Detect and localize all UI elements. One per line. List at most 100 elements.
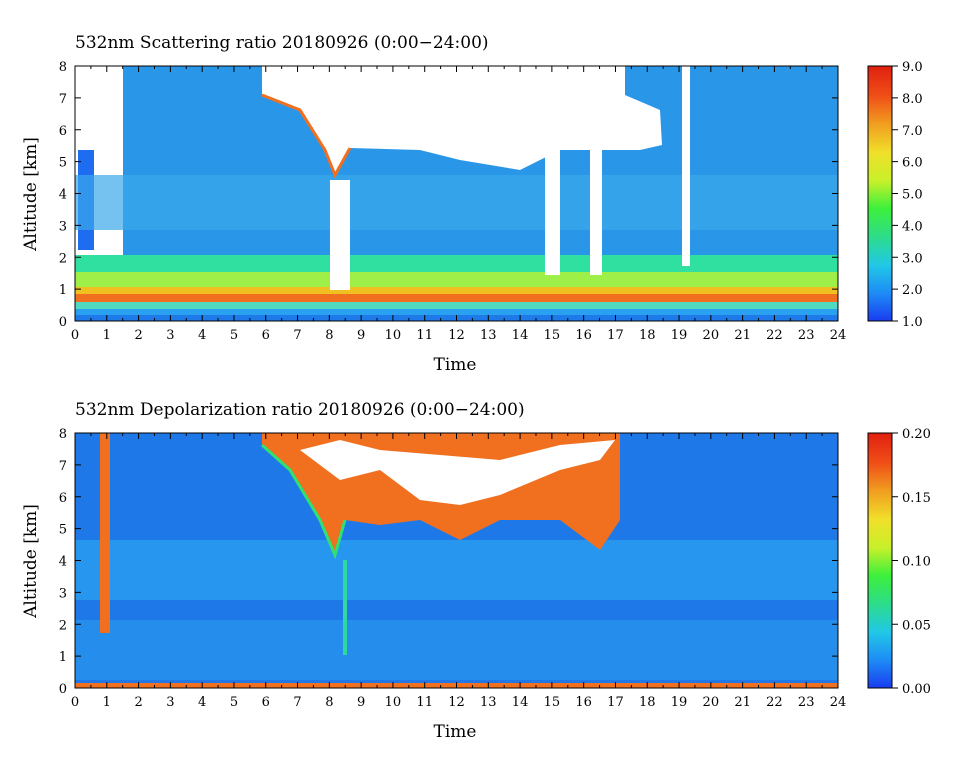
colorbar-tick-label: 3.0 xyxy=(902,251,923,266)
x-tick-label: 18 xyxy=(639,695,656,710)
x-tick-label: 22 xyxy=(766,328,783,343)
scattering-bl-core xyxy=(75,294,838,302)
x-tick-label: 7 xyxy=(293,328,301,343)
x-tick-label: 22 xyxy=(766,695,783,710)
x-tick-label: 17 xyxy=(607,328,624,343)
x-tick-label: 12 xyxy=(448,328,465,343)
x-tick-label: 24 xyxy=(830,695,847,710)
scattering-near-surface xyxy=(75,302,838,309)
colorbar-tick-label: 9.0 xyxy=(902,60,923,75)
x-tick-label: 17 xyxy=(607,695,624,710)
x-tick-label: 21 xyxy=(734,328,751,343)
depolarization-streak-8h xyxy=(343,560,347,655)
scattering-axes: 0 1 2 3 4 5 6 7 8 9 10 11 12 13 14 15 16 17 18 19 20 21 22 23 24… xyxy=(59,60,847,343)
depolarization-colorbar-ticks: 0.00 0.05 0.10 0.15 0.20 xyxy=(892,427,931,697)
x-tick-label: 8 xyxy=(325,328,333,343)
depolarization-low-band xyxy=(75,620,838,680)
scattering-ylabel: Altitude [km] xyxy=(21,137,41,252)
y-tick-label: 0 xyxy=(59,315,67,330)
depolarization-colorbar xyxy=(867,432,893,689)
scattering-cloud-edge xyxy=(261,93,352,179)
x-tick-label: 13 xyxy=(480,695,497,710)
scattering-colorbar-ticks: 1.0 2.0 3.0 4.0 5.0 6.0 7.0 8.0 9.0 xyxy=(892,60,923,330)
x-tick-label: 2 xyxy=(134,695,142,710)
x-tick-label: 6 xyxy=(262,695,270,710)
y-tick-label: 3 xyxy=(59,219,67,234)
x-tick-label: 9 xyxy=(357,328,365,343)
colorbar-tick-label: 0.20 xyxy=(902,427,931,442)
depolarization-panel: 532nm Depolarization ratio 20180926 (0:0… xyxy=(21,400,931,742)
x-tick-label: 15 xyxy=(544,695,561,710)
x-tick-label: 19 xyxy=(671,695,688,710)
x-tick-label: 5 xyxy=(230,328,238,343)
x-tick-label: 20 xyxy=(703,695,720,710)
scattering-column-16h xyxy=(590,150,602,275)
depolarization-axes: 0 1 2 3 4 5 6 7 8 9 10 11 12 13 14 15 16 17 18 19 20 21 22 23 24… xyxy=(59,427,847,710)
x-tick-label: 4 xyxy=(198,695,206,710)
x-tick-label: 10 xyxy=(385,328,402,343)
depolarization-mid-band xyxy=(75,540,838,600)
x-tick-label: 23 xyxy=(798,328,815,343)
x-tick-label: 8 xyxy=(325,695,333,710)
y-tick-label: 5 xyxy=(59,156,67,171)
depolarization-streak-1h xyxy=(100,433,110,633)
scattering-column-19h xyxy=(682,66,690,266)
depolarization-cloud-edge xyxy=(261,443,347,560)
x-tick-label: 3 xyxy=(166,695,174,710)
x-tick-label: 21 xyxy=(734,695,751,710)
x-tick-label: 19 xyxy=(671,328,688,343)
y-tick-label: 2 xyxy=(59,618,67,633)
x-tick-label: 11 xyxy=(416,695,433,710)
x-tick-label: 14 xyxy=(512,328,529,343)
colorbar-tick-label: 0.00 xyxy=(902,682,931,697)
depolarization-title: 532nm Depolarization ratio 20180926 (0:0… xyxy=(75,400,525,420)
x-tick-label: 10 xyxy=(385,695,402,710)
x-tick-label: 9 xyxy=(357,695,365,710)
colorbar-tick-label: 4.0 xyxy=(902,219,923,234)
x-tick-label: 12 xyxy=(448,695,465,710)
x-tick-label: 14 xyxy=(512,695,529,710)
x-tick-label: 6 xyxy=(262,328,270,343)
x-tick-label: 18 xyxy=(639,328,656,343)
x-tick-label: 23 xyxy=(798,695,815,710)
colorbar-tick-label: 0.15 xyxy=(902,491,931,506)
x-tick-label: 3 xyxy=(166,328,174,343)
depolarization-heatmap xyxy=(74,432,839,689)
x-tick-label: 1 xyxy=(103,695,111,710)
x-tick-label: 13 xyxy=(480,328,497,343)
x-tick-label: 16 xyxy=(575,695,592,710)
y-tick-label: 6 xyxy=(59,124,67,139)
scattering-heatmap xyxy=(74,65,839,322)
colorbar-tick-label: 2.0 xyxy=(902,283,923,298)
colorbar-tick-label: 5.0 xyxy=(902,188,923,203)
y-tick-label: 7 xyxy=(59,459,67,474)
y-tick-label: 3 xyxy=(59,586,67,601)
x-tick-label: 0 xyxy=(71,695,79,710)
y-tick-label: 4 xyxy=(59,188,67,203)
y-tick-label: 6 xyxy=(59,491,67,506)
x-tick-label: 0 xyxy=(71,328,79,343)
y-tick-label: 0 xyxy=(59,682,67,697)
scattering-cloud-column xyxy=(330,180,350,290)
scattering-column-15h xyxy=(545,150,560,275)
scattering-mid-band xyxy=(75,175,838,230)
colorbar-tick-label: 8.0 xyxy=(902,92,923,107)
x-tick-label: 11 xyxy=(416,328,433,343)
y-tick-label: 2 xyxy=(59,251,67,266)
x-tick-label: 24 xyxy=(830,328,847,343)
depolarization-cloud-core xyxy=(300,440,615,505)
colorbar-tick-label: 6.0 xyxy=(902,156,923,171)
y-tick-label: 8 xyxy=(59,427,67,442)
scattering-colorbar xyxy=(867,65,893,322)
scattering-panel: 532nm Scattering ratio 20180926 (0:00−24… xyxy=(21,33,923,375)
scattering-surface-1 xyxy=(75,309,838,315)
x-tick-label: 4 xyxy=(198,328,206,343)
y-tick-label: 8 xyxy=(59,60,67,75)
colorbar-tick-label: 1.0 xyxy=(902,315,923,330)
x-tick-label: 15 xyxy=(544,328,561,343)
x-tick-label: 20 xyxy=(703,328,720,343)
x-tick-label: 16 xyxy=(575,328,592,343)
x-tick-label: 7 xyxy=(293,695,301,710)
scattering-title: 532nm Scattering ratio 20180926 (0:00−24… xyxy=(75,33,489,53)
